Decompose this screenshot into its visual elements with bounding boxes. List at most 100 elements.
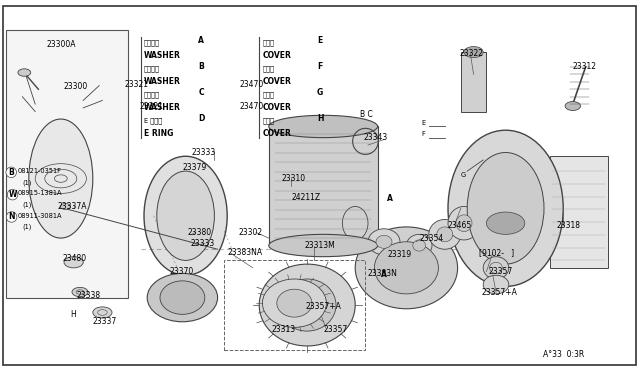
Ellipse shape: [93, 307, 112, 318]
Text: A°33  0:3R: A°33 0:3R: [543, 350, 584, 359]
Text: 23321: 23321: [140, 102, 164, 110]
Text: カバー: カバー: [262, 92, 275, 98]
Ellipse shape: [448, 206, 480, 240]
Text: (1): (1): [22, 224, 32, 230]
Text: ワッシャ: ワッシャ: [144, 92, 160, 98]
Text: 23310: 23310: [282, 174, 306, 183]
Text: 23343: 23343: [364, 133, 388, 142]
Text: A: A: [381, 270, 387, 279]
Text: 23357+A: 23357+A: [306, 302, 342, 311]
Ellipse shape: [278, 279, 336, 331]
Ellipse shape: [406, 234, 432, 257]
Text: カバー: カバー: [262, 66, 275, 72]
Text: 23302: 23302: [239, 228, 263, 237]
Text: WASHER: WASHER: [144, 51, 181, 60]
Ellipse shape: [262, 279, 326, 327]
Ellipse shape: [342, 206, 368, 240]
Text: B: B: [8, 168, 14, 177]
Text: B C: B C: [360, 110, 373, 119]
Text: 23357+A: 23357+A: [481, 288, 517, 296]
Text: F: F: [317, 62, 322, 71]
Text: ワッシャ: ワッシャ: [144, 40, 160, 46]
Ellipse shape: [483, 257, 509, 279]
Text: 23312: 23312: [573, 62, 596, 71]
Text: 23470: 23470: [240, 80, 264, 89]
Text: E RING: E RING: [144, 129, 173, 138]
Ellipse shape: [456, 215, 472, 231]
Text: 23357: 23357: [488, 267, 513, 276]
Circle shape: [565, 102, 580, 110]
Text: G: G: [461, 172, 466, 178]
Text: カバー: カバー: [262, 118, 275, 124]
Ellipse shape: [29, 119, 93, 238]
Text: ワッシャ: ワッシャ: [144, 66, 160, 72]
Ellipse shape: [277, 289, 312, 317]
Ellipse shape: [147, 273, 218, 322]
Text: E: E: [317, 36, 322, 45]
Bar: [6, 30, 128, 298]
Text: H: H: [70, 310, 76, 319]
Text: WASHER: WASHER: [144, 103, 181, 112]
Text: 08911-3081A: 08911-3081A: [18, 213, 63, 219]
Text: COVER: COVER: [262, 103, 291, 112]
Text: 23354: 23354: [419, 234, 444, 243]
Text: 23357: 23357: [323, 325, 348, 334]
Ellipse shape: [436, 227, 453, 242]
Text: E リング: E リング: [144, 118, 163, 124]
Text: H: H: [317, 114, 323, 123]
Ellipse shape: [269, 115, 378, 138]
Text: COVER: COVER: [262, 129, 291, 138]
Text: N: N: [8, 212, 15, 221]
Ellipse shape: [269, 234, 378, 257]
Text: C: C: [198, 88, 204, 97]
Text: 23322: 23322: [460, 49, 484, 58]
Text: [9102-   ]: [9102- ]: [479, 248, 514, 257]
Ellipse shape: [368, 229, 400, 255]
Bar: [550, 156, 608, 268]
Text: 23383N: 23383N: [368, 269, 398, 278]
Circle shape: [60, 203, 70, 209]
Text: D: D: [198, 114, 205, 123]
Circle shape: [486, 212, 525, 234]
Text: 23333: 23333: [190, 239, 214, 248]
Text: 23465: 23465: [448, 221, 472, 230]
Text: 23337A: 23337A: [58, 202, 87, 211]
Bar: [269, 126, 378, 246]
Circle shape: [18, 69, 31, 76]
Text: 23313: 23313: [272, 325, 296, 334]
Text: 08915-1381A: 08915-1381A: [18, 190, 63, 196]
Text: 23300A: 23300A: [47, 39, 76, 48]
Ellipse shape: [483, 275, 509, 294]
Ellipse shape: [429, 219, 461, 249]
Bar: [461, 52, 486, 112]
Ellipse shape: [160, 281, 205, 314]
Text: 23319: 23319: [388, 250, 412, 259]
Text: (1): (1): [22, 179, 32, 186]
Text: 23379: 23379: [182, 163, 207, 172]
Text: 23383NA: 23383NA: [227, 248, 262, 257]
Ellipse shape: [448, 130, 563, 286]
Text: COVER: COVER: [262, 51, 291, 60]
Circle shape: [464, 46, 483, 58]
Text: 08121-0351F: 08121-0351F: [18, 168, 62, 174]
Text: A: A: [387, 194, 393, 203]
Text: (1): (1): [22, 202, 32, 208]
Text: 23480: 23480: [63, 254, 87, 263]
Text: 23470: 23470: [240, 102, 264, 110]
Text: WASHER: WASHER: [144, 77, 181, 86]
Text: 23300: 23300: [64, 82, 88, 91]
Bar: [224, 260, 365, 350]
Text: F: F: [421, 131, 425, 137]
Text: 23318: 23318: [557, 221, 581, 230]
Ellipse shape: [376, 235, 392, 248]
Text: B: B: [198, 62, 204, 71]
Ellipse shape: [355, 227, 458, 309]
Text: E: E: [421, 120, 425, 126]
Text: 23313M: 23313M: [305, 241, 335, 250]
Text: 23321: 23321: [125, 80, 149, 89]
Text: A: A: [198, 36, 204, 45]
Ellipse shape: [72, 287, 88, 297]
Text: 23337: 23337: [93, 317, 117, 326]
Ellipse shape: [374, 242, 438, 294]
Ellipse shape: [467, 153, 544, 264]
